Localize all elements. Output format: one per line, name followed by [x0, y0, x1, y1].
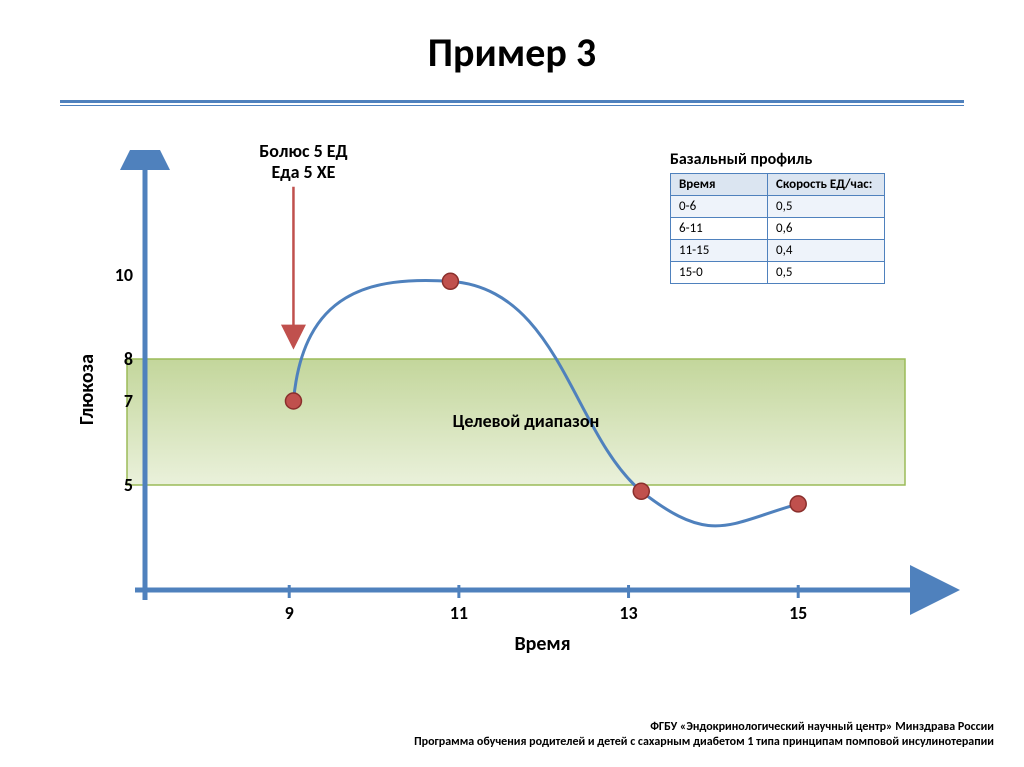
table-cell: 0-6	[671, 196, 768, 218]
y-tick-label: 10	[85, 264, 133, 286]
table-cell: 6-11	[671, 218, 768, 240]
table-cell: 0,5	[768, 196, 885, 218]
table-row: 15-00,5	[671, 262, 885, 284]
glucose-chart: 578109111315ГлюкозаВремяБолюс 5 ЕДЕда 5 …	[60, 150, 964, 670]
table-row: 6-110,6	[671, 218, 885, 240]
footer-line-1: ФГБУ «Эндокринологический научный центр»…	[414, 720, 994, 736]
profile-title: Базальный профиль	[670, 150, 885, 169]
footer: ФГБУ «Эндокринологический научный центр»…	[414, 720, 994, 751]
title-rule	[60, 100, 964, 106]
table-cell: 0,4	[768, 240, 885, 262]
footer-line-2: Программа обучения родителей и детей с с…	[414, 735, 994, 751]
slide-title: Пример 3	[0, 28, 1024, 77]
target-range-label: Целевой диапазон	[416, 410, 636, 432]
y-tick-label: 5	[85, 474, 133, 496]
table-row: 0-60,5	[671, 196, 885, 218]
y-axis-label: Глюкоза	[75, 354, 99, 425]
basal-profile-table: Базальный профиль ВремяСкорость ЕД/час:0-…	[670, 150, 885, 284]
table-cell: 0,6	[768, 218, 885, 240]
table-cell: 11-15	[671, 240, 768, 262]
profile-col-header: Время	[671, 174, 768, 196]
x-tick-label: 13	[614, 602, 644, 624]
table-cell: 0,5	[768, 262, 885, 284]
x-axis-label: Время	[483, 632, 603, 656]
x-tick-label: 9	[274, 602, 304, 624]
x-tick-label: 11	[444, 602, 474, 624]
table-row: 11-150,4	[671, 240, 885, 262]
profile-col-header: Скорость ЕД/час:	[768, 174, 885, 196]
x-tick-label: 15	[783, 602, 813, 624]
table-cell: 15-0	[671, 262, 768, 284]
bolus-annotation: Болюс 5 ЕДЕда 5 ХЕ	[233, 141, 373, 184]
annotation-line2: Еда 5 ХЕ	[233, 162, 373, 184]
annotation-line1: Болюс 5 ЕД	[233, 141, 373, 163]
